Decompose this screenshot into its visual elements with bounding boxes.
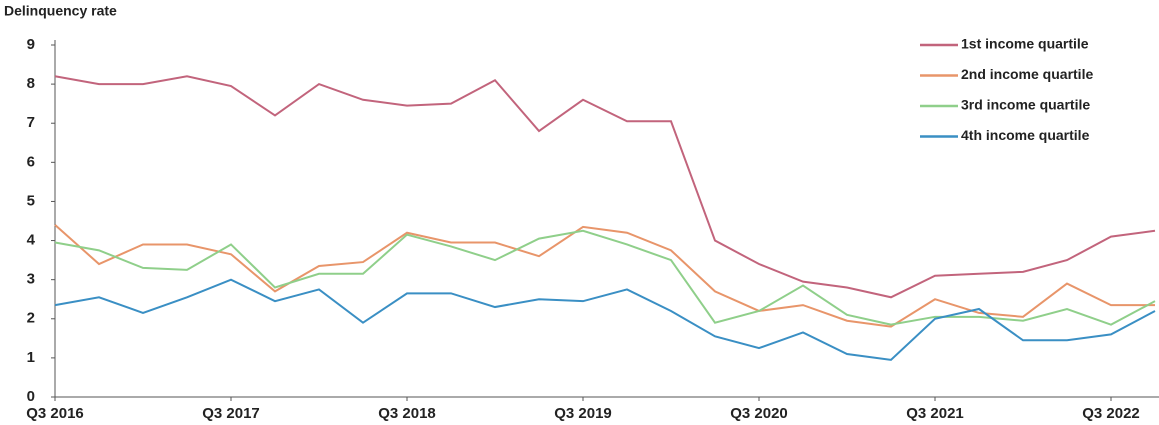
line-series [54, 75, 1156, 299]
legend-label: 4th income quartile [961, 127, 1090, 143]
legend-label: 1st income quartile [961, 36, 1089, 52]
legend-label: 2nd income quartile [961, 66, 1093, 82]
line-series [54, 224, 1155, 328]
y-tick-label: 5 [27, 192, 35, 209]
y-tick-label: 6 [27, 153, 35, 170]
y-axis-label: Delinquency rate [4, 3, 117, 19]
x-tick-label: Q3 2016 [26, 405, 84, 422]
y-tick-label: 8 [27, 75, 35, 92]
y-tick-label: 0 [27, 388, 35, 405]
y-tick-label: 7 [27, 114, 35, 131]
y-tick-label: 1 [27, 349, 35, 366]
y-tick-label: 2 [27, 310, 35, 327]
y-tick-label: 9 [27, 36, 35, 53]
line-series [54, 229, 1156, 326]
x-tick-label: Q3 2017 [202, 405, 260, 422]
line-series [54, 278, 1156, 361]
x-tick-label: Q3 2022 [1082, 405, 1140, 422]
y-tick-label: 4 [27, 232, 36, 249]
x-tick-label: Q3 2021 [906, 405, 964, 422]
legend-label: 3rd income quartile [961, 97, 1090, 113]
x-tick-label: Q3 2020 [730, 405, 788, 422]
y-tick-label: 3 [27, 271, 35, 288]
x-tick-label: Q3 2018 [378, 405, 436, 422]
x-tick-label: Q3 2019 [554, 405, 612, 422]
